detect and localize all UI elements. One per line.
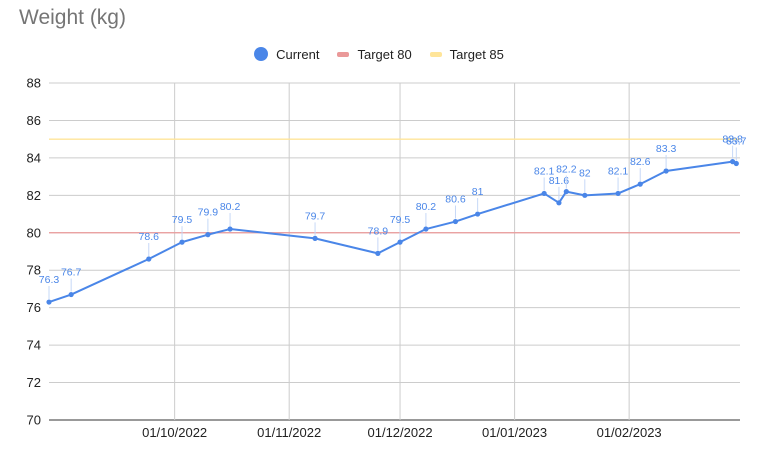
- data-label: 82.6: [630, 156, 651, 168]
- legend-swatch-target-85: [429, 51, 442, 57]
- y-tick-label: 78: [27, 263, 41, 278]
- data-label: 79.7: [305, 210, 326, 222]
- x-tick-label: 01/11/2022: [257, 425, 321, 440]
- data-point[interactable]: [582, 192, 588, 198]
- chart-legend: Current Target 80 Target 85: [0, 44, 758, 64]
- y-tick-label: 80: [27, 225, 41, 240]
- y-tick-label: 72: [27, 375, 41, 390]
- data-label: 78.6: [139, 231, 160, 243]
- data-point[interactable]: [423, 226, 429, 232]
- chart-title: Weight (kg): [19, 6, 126, 29]
- data-label: 81: [472, 186, 484, 198]
- y-tick-label: 74: [27, 338, 41, 353]
- y-tick-label: 88: [27, 76, 41, 91]
- data-label: 83.3: [656, 143, 677, 155]
- legend-item-target-85[interactable]: Target 85: [429, 46, 504, 62]
- data-point[interactable]: [663, 168, 669, 174]
- data-point[interactable]: [312, 235, 318, 241]
- data-point[interactable]: [556, 200, 562, 206]
- data-point[interactable]: [227, 226, 233, 232]
- data-label: 82.1: [534, 165, 555, 177]
- data-point[interactable]: [733, 160, 739, 167]
- legend-swatch-current: [254, 47, 269, 61]
- data-label: 81.6: [549, 175, 570, 187]
- data-label: 76.3: [39, 274, 60, 286]
- y-tick-label: 70: [27, 413, 41, 428]
- data-point[interactable]: [637, 181, 643, 187]
- legend-swatch-target-80: [337, 51, 350, 57]
- legend-item-current[interactable]: Current: [254, 47, 319, 62]
- y-tick-label: 86: [27, 113, 41, 128]
- data-label: 80.2: [220, 201, 241, 213]
- data-point[interactable]: [475, 211, 481, 217]
- data-point[interactable]: [146, 256, 152, 262]
- data-point[interactable]: [179, 239, 185, 245]
- data-label: 79.9: [198, 207, 219, 219]
- data-point[interactable]: [397, 239, 403, 245]
- data-point[interactable]: [452, 218, 459, 225]
- y-tick-label: 82: [27, 188, 41, 203]
- data-label: 82: [579, 167, 591, 179]
- data-label: 76.7: [61, 267, 82, 279]
- data-point[interactable]: [615, 190, 621, 197]
- data-point[interactable]: [541, 190, 547, 197]
- data-label: 83.7: [726, 136, 747, 148]
- data-point[interactable]: [375, 250, 381, 256]
- legend-item-target-80[interactable]: Target 80: [337, 46, 412, 62]
- data-label: 78.9: [368, 225, 389, 237]
- x-tick-label: 01/02/2023: [597, 425, 662, 440]
- data-point[interactable]: [46, 299, 52, 305]
- legend-label-target-85: Target 85: [449, 46, 504, 62]
- legend-label-target-80: Target 80: [357, 46, 412, 62]
- data-label: 79.5: [390, 214, 411, 226]
- x-tick-label: 01/01/2023: [482, 425, 547, 440]
- data-label: 82.2: [556, 164, 577, 176]
- data-point[interactable]: [205, 232, 211, 238]
- legend-label-current: Current: [276, 46, 320, 62]
- data-label: 82.1: [608, 165, 629, 177]
- x-tick-label: 01/12/2022: [368, 425, 433, 440]
- data-point[interactable]: [563, 188, 569, 195]
- y-tick-label: 76: [27, 300, 41, 315]
- data-label: 79.5: [172, 214, 193, 226]
- x-tick-label: 01/10/2022: [142, 425, 207, 440]
- data-point[interactable]: [68, 291, 74, 298]
- data-label: 80.6: [445, 194, 466, 206]
- y-tick-label: 84: [27, 150, 41, 165]
- data-label: 83.8: [722, 134, 743, 146]
- data-label: 80.2: [416, 201, 437, 213]
